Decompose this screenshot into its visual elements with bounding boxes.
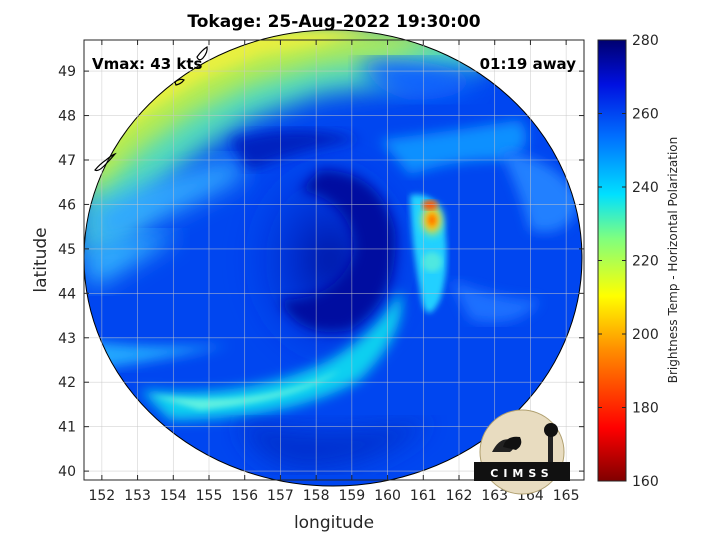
x-tick-label: 157 [267, 488, 294, 504]
x-tick-label: 152 [88, 488, 115, 504]
x-tick-label: 162 [446, 488, 473, 504]
y-tick-label: 47 [58, 153, 76, 169]
x-tick-label: 158 [303, 488, 330, 504]
colorbar-label: Brightness Temp - Horizontal Polarizatio… [666, 137, 680, 384]
x-axis-label: longitude [294, 513, 374, 533]
colorbar-tick-label: 260 [632, 107, 659, 123]
x-tick-label: 153 [124, 488, 151, 504]
vmax-annotation: Vmax: 43 kts [92, 55, 202, 73]
x-tick-label: 163 [481, 488, 508, 504]
x-tick-label: 155 [196, 488, 223, 504]
y-tick-label: 48 [58, 109, 76, 125]
y-tick-label: 44 [58, 286, 76, 302]
y-tick-label: 46 [58, 197, 76, 213]
colorbar-ticks: 160 180 200 220 240 260 280 [598, 33, 659, 490]
y-tick-label: 43 [58, 331, 76, 347]
y-tick-label: 41 [58, 420, 76, 436]
y-tick-labels: 40 41 42 43 44 45 46 47 48 49 [58, 64, 76, 480]
colorbar [597, 39, 627, 482]
x-tick-label: 159 [338, 488, 365, 504]
colorbar-tick-label: 200 [632, 327, 659, 343]
x-tick-label: 165 [553, 488, 580, 504]
axes-frame [83, 39, 585, 481]
map-title: Tokage: 25-Aug-2022 19:30:00 [187, 12, 481, 32]
y-axis-label: latitude [31, 227, 51, 292]
colorbar-tick-label: 220 [632, 254, 659, 270]
y-tick-label: 42 [58, 375, 76, 391]
x-tick-label: 156 [231, 488, 258, 504]
y-tick-label: 40 [58, 464, 76, 480]
satellite-swath [84, 30, 582, 486]
colorbar-tick-label: 180 [632, 401, 659, 417]
x-tick-label: 161 [410, 488, 437, 504]
colorbar-tick-label: 160 [632, 474, 659, 490]
logo-text: CIMSS [490, 467, 553, 480]
y-tick-label: 45 [58, 242, 76, 258]
cimss-logo: CIMSS [474, 409, 570, 495]
y-tick-label: 49 [58, 64, 76, 80]
colorbar-tick-label: 280 [632, 33, 659, 49]
coastline [94, 46, 208, 172]
x-tick-label: 154 [160, 488, 187, 504]
time-away-annotation: 01:19 away [480, 55, 577, 73]
x-tick-label: 160 [374, 488, 401, 504]
colorbar-tick-label: 240 [632, 180, 659, 196]
x-tick-labels: 152 153 154 155 156 157 158 159 160 161 162 163 164 1… [88, 488, 579, 504]
